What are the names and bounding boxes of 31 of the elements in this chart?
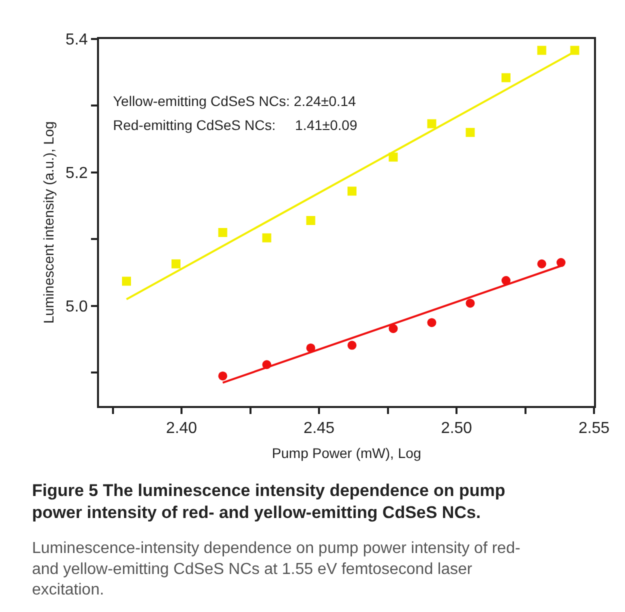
point <box>537 259 546 268</box>
y-tick-label: 5.0 <box>66 298 88 316</box>
point <box>348 186 356 196</box>
text: Figure 5 The luminescence intensity dependence on pump power intensity of red- and yellow-emitting CdSeS NCs. <box>32 481 506 522</box>
y-tick-label: 5.4 <box>66 32 88 49</box>
point <box>466 298 475 308</box>
point <box>218 371 228 380</box>
point <box>556 258 566 268</box>
point <box>348 340 356 350</box>
x-tick-label: 2.40 <box>166 420 198 438</box>
point <box>537 46 546 55</box>
point <box>466 128 475 137</box>
x-axis-title: Pump Power (mW), Log <box>272 445 422 461</box>
point <box>172 259 180 268</box>
point <box>262 233 272 242</box>
x-tick-label: 2.45 <box>303 420 335 438</box>
point <box>218 228 228 238</box>
x-tick-label: 2.55 <box>578 420 610 438</box>
x-tick-label: 2.50 <box>440 420 472 438</box>
point <box>427 318 436 328</box>
point <box>388 152 398 162</box>
point <box>306 216 316 225</box>
annotation: Red-emitting CdSeS NCs: 1.41±0.09 <box>113 117 358 133</box>
point <box>502 73 510 82</box>
y-axis-title: Luminescent intensity (a.u.), Log <box>40 121 57 324</box>
point <box>427 119 436 128</box>
y-tick-label: 5.2 <box>66 165 88 182</box>
annotation: Yellow-emitting CdSeS NCs: 2.24±0.14 <box>113 93 356 109</box>
point <box>388 324 398 334</box>
text: Luminescence-intensity dependence on pump power intensity of red- and yellow-emitting CdSeS NCs at 1.55 eV femtosecond laser excitation. <box>32 540 520 599</box>
point <box>122 276 131 286</box>
